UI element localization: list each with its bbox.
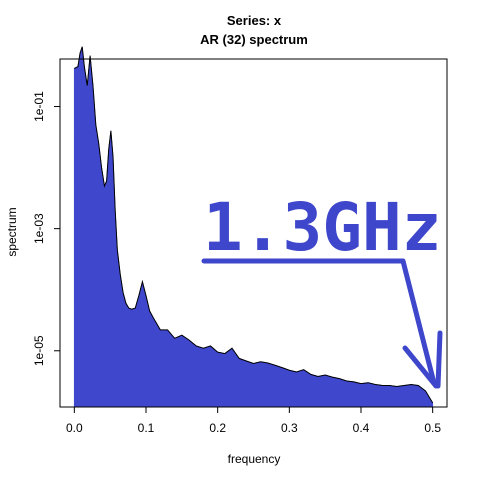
y-tick-label: 1e-03 (32, 213, 46, 244)
plot-area (59, 46, 448, 408)
chart-title-line-1: Series: x (227, 13, 282, 28)
annotation-arrowhead-right (435, 330, 443, 389)
chart-title-line-2: AR (32) spectrum (200, 32, 308, 47)
x-tick-label: 0.4 (353, 421, 370, 435)
annotation-arrowhead-left (402, 345, 439, 389)
annotation: 1.3GHz (201, 189, 443, 389)
plot-border (59, 58, 448, 408)
annotation-label: 1.3GHz (203, 189, 441, 266)
y-tick-label: 1e-05 (32, 335, 46, 366)
y-axis: 1e-01 1e-03 1e-05 (32, 91, 60, 366)
spectrum-line (74, 46, 434, 404)
x-tick-label: 0.5 (424, 421, 441, 435)
y-axis-label: spectrum (5, 207, 19, 256)
x-tick-label: 0.0 (66, 421, 83, 435)
y-tick-label: 1e-01 (32, 91, 46, 122)
x-tick-label: 0.3 (281, 421, 298, 435)
x-tick-label: 0.2 (209, 421, 226, 435)
x-tick-label: 0.1 (138, 421, 155, 435)
annotation-arrow-shaft (201, 258, 437, 386)
x-axis: 0.0 0.1 0.2 0.3 0.4 0.5 (66, 407, 441, 435)
x-axis-label: frequency (228, 452, 281, 466)
